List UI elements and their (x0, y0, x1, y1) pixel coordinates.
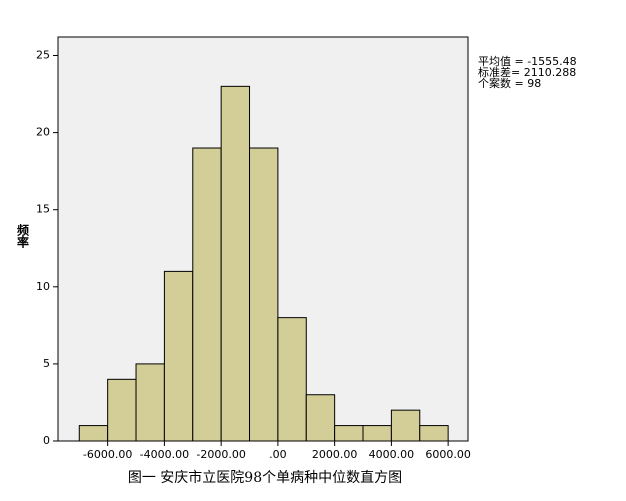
y-tick-label: 5 (43, 357, 50, 370)
x-tick-label: -6000.00 (83, 448, 132, 461)
annotation: 个案数 = 98 (478, 76, 541, 90)
bar (277, 317, 307, 442)
y-tick-label: 20 (36, 126, 50, 139)
bar (135, 363, 165, 442)
chart-title: 图一 安庆市立医院98个单病种中位数直方图 (128, 469, 402, 486)
y-tick-label: 0 (43, 434, 50, 447)
x-tick-label: 4000.00 (369, 448, 415, 461)
bar (362, 425, 392, 442)
bar (220, 85, 251, 442)
bar (334, 425, 364, 442)
bar (390, 409, 421, 442)
y-tick-label: 10 (36, 280, 50, 293)
bar (78, 425, 109, 442)
bar (192, 147, 222, 442)
x-tick-label: -4000.00 (140, 448, 189, 461)
x-tick-label: 2000.00 (312, 448, 358, 461)
bar (419, 425, 449, 442)
x-tick-label: 6000.00 (425, 448, 471, 461)
bar (249, 147, 279, 442)
annotation: 标准差= 2110.288 (478, 65, 576, 79)
x-tick-label: .00 (269, 448, 287, 461)
y-tick-label: 15 (36, 203, 50, 216)
y-tick-label: 25 (36, 49, 50, 62)
bar (163, 270, 194, 442)
bar (107, 378, 137, 442)
y-axis-label: 频率 (16, 223, 30, 249)
annotation: 平均值 = -1555.48 (478, 55, 577, 68)
bar (305, 394, 336, 442)
x-tick-label: -2000.00 (196, 448, 245, 461)
